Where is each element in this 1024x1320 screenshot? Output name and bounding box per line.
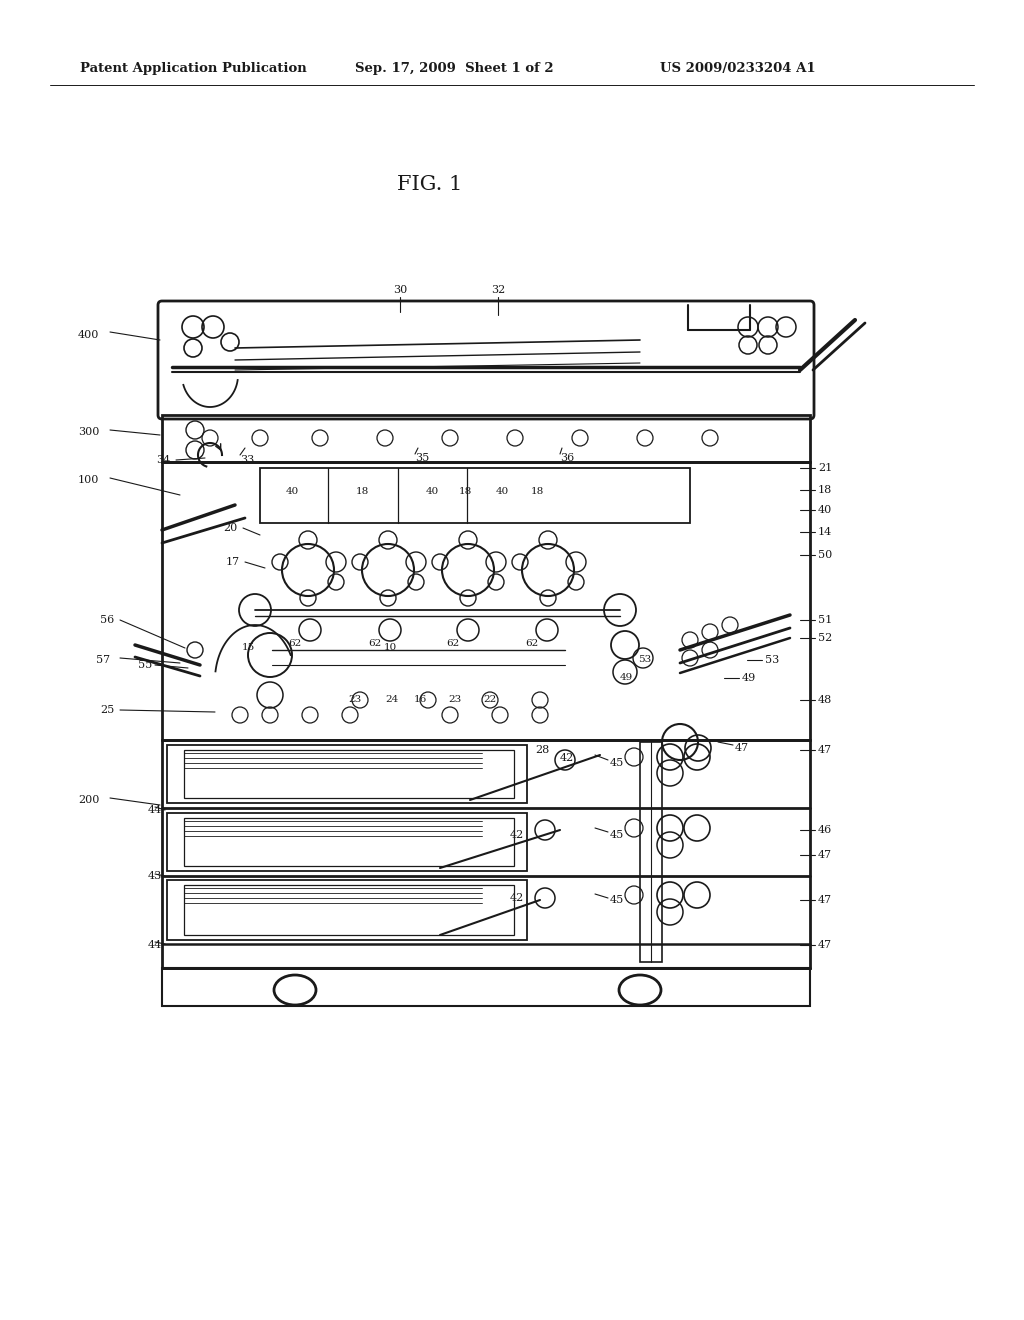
Text: 200: 200: [78, 795, 99, 805]
Text: 45: 45: [610, 758, 625, 768]
Text: 33: 33: [240, 455, 254, 465]
Bar: [184, 884, 514, 935]
Text: 62: 62: [289, 639, 302, 648]
Text: Patent Application Publication: Patent Application Publication: [80, 62, 307, 75]
Text: 62: 62: [525, 639, 539, 648]
Text: 400: 400: [78, 330, 99, 341]
Bar: [162, 414, 810, 462]
Text: 56: 56: [100, 615, 115, 624]
Text: 25: 25: [100, 705, 115, 715]
Text: 50: 50: [818, 550, 833, 560]
Text: 42: 42: [560, 752, 574, 763]
Text: 14: 14: [818, 527, 833, 537]
Text: 100: 100: [78, 475, 99, 484]
Text: 57: 57: [96, 655, 111, 665]
Bar: [184, 818, 514, 866]
Text: 40: 40: [425, 487, 438, 496]
Text: 45: 45: [610, 895, 625, 906]
Text: 16: 16: [414, 696, 427, 705]
Text: 300: 300: [78, 426, 99, 437]
Bar: [260, 469, 690, 523]
Text: 47: 47: [818, 744, 833, 755]
Text: 15: 15: [242, 643, 255, 652]
Text: 40: 40: [286, 487, 299, 496]
Text: 17: 17: [226, 557, 240, 568]
Bar: [167, 744, 527, 803]
Text: 18: 18: [459, 487, 472, 496]
Text: 52: 52: [818, 634, 833, 643]
Text: 20: 20: [224, 523, 238, 533]
Text: 51: 51: [818, 615, 833, 624]
Text: 62: 62: [369, 639, 382, 648]
Text: 18: 18: [818, 484, 833, 495]
Bar: [640, 742, 662, 962]
Bar: [167, 813, 527, 871]
Text: 44: 44: [148, 805, 162, 814]
Text: 30: 30: [393, 285, 408, 294]
Text: 40: 40: [818, 506, 833, 515]
Text: 53: 53: [765, 655, 779, 665]
Text: 44: 44: [148, 940, 162, 950]
Text: FIG. 1: FIG. 1: [397, 176, 463, 194]
Text: 62: 62: [446, 639, 460, 648]
Text: 42: 42: [510, 894, 524, 903]
Text: US 2009/0233204 A1: US 2009/0233204 A1: [660, 62, 816, 75]
Text: 47: 47: [735, 743, 750, 752]
Text: 48: 48: [818, 696, 833, 705]
Text: 36: 36: [560, 453, 574, 463]
Text: 23: 23: [348, 696, 361, 705]
Text: 10: 10: [383, 644, 396, 652]
Text: 55: 55: [138, 660, 153, 671]
Bar: [162, 968, 810, 1006]
Bar: [162, 462, 810, 741]
Text: 35: 35: [415, 453, 429, 463]
Text: 49: 49: [620, 673, 633, 682]
Text: 47: 47: [818, 940, 833, 950]
Bar: [167, 880, 527, 940]
Text: 49: 49: [742, 673, 757, 682]
Text: 24: 24: [385, 696, 398, 705]
Text: 32: 32: [490, 285, 505, 294]
Bar: [184, 750, 514, 799]
Text: 23: 23: [449, 696, 462, 705]
Text: 21: 21: [818, 463, 833, 473]
Text: 18: 18: [530, 487, 544, 496]
Text: 28: 28: [535, 744, 549, 755]
Text: 42: 42: [510, 830, 524, 840]
Text: 53: 53: [638, 656, 651, 664]
Text: 40: 40: [496, 487, 509, 496]
Text: 46: 46: [818, 825, 833, 836]
Text: 47: 47: [818, 850, 833, 861]
Bar: [162, 741, 810, 968]
Text: 47: 47: [818, 895, 833, 906]
Text: 43: 43: [148, 871, 162, 880]
Text: 18: 18: [355, 487, 369, 496]
Text: Sep. 17, 2009  Sheet 1 of 2: Sep. 17, 2009 Sheet 1 of 2: [355, 62, 554, 75]
Text: 34: 34: [156, 455, 170, 465]
Text: 22: 22: [483, 696, 497, 705]
Text: 45: 45: [610, 830, 625, 840]
